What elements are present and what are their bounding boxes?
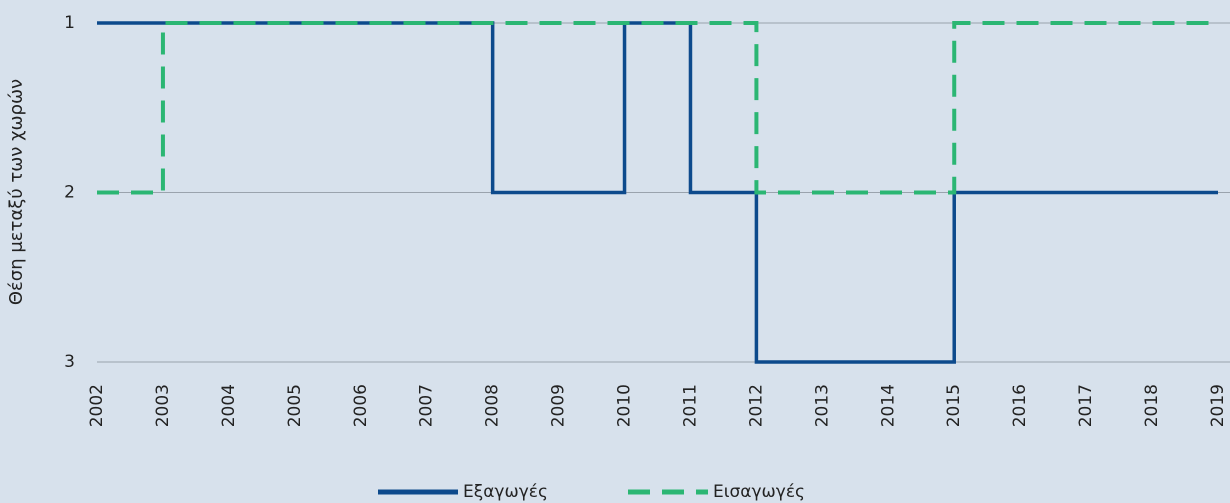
x-tick-label: 2018 [1142, 384, 1162, 427]
x-tick-label: 2016 [1010, 384, 1030, 427]
x-tick-label: 2019 [1208, 384, 1228, 427]
x-tick-label: 2015 [944, 384, 964, 427]
x-tick-label: 2014 [878, 384, 898, 427]
x-tick-label: 2006 [351, 384, 371, 427]
legend-label: Εξαγωγές [463, 482, 548, 502]
y-tick-label: 3 [64, 352, 75, 372]
x-tick-label: 2011 [680, 384, 700, 427]
x-tick-label: 2012 [746, 384, 766, 427]
x-tick-label: 2003 [153, 384, 173, 427]
x-tick-label: 2008 [483, 384, 503, 427]
x-tick-label: 2017 [1076, 384, 1096, 427]
legend-label: Εισαγωγές [713, 482, 805, 502]
x-tick-label: 2009 [549, 384, 569, 427]
x-tick-label: 2005 [285, 384, 305, 427]
y-tick-label: 2 [64, 183, 75, 203]
x-tick-label: 2013 [812, 384, 832, 427]
y-tick-label: 1 [64, 13, 75, 33]
y-axis-label: Θέση μεταξύ των χωρών [6, 79, 27, 305]
x-tick-label: 2004 [219, 384, 239, 427]
x-tick-label: 2010 [615, 384, 635, 427]
x-tick-label: 2002 [87, 384, 107, 427]
series-line [97, 21, 1218, 195]
x-tick-label: 2007 [417, 384, 437, 427]
